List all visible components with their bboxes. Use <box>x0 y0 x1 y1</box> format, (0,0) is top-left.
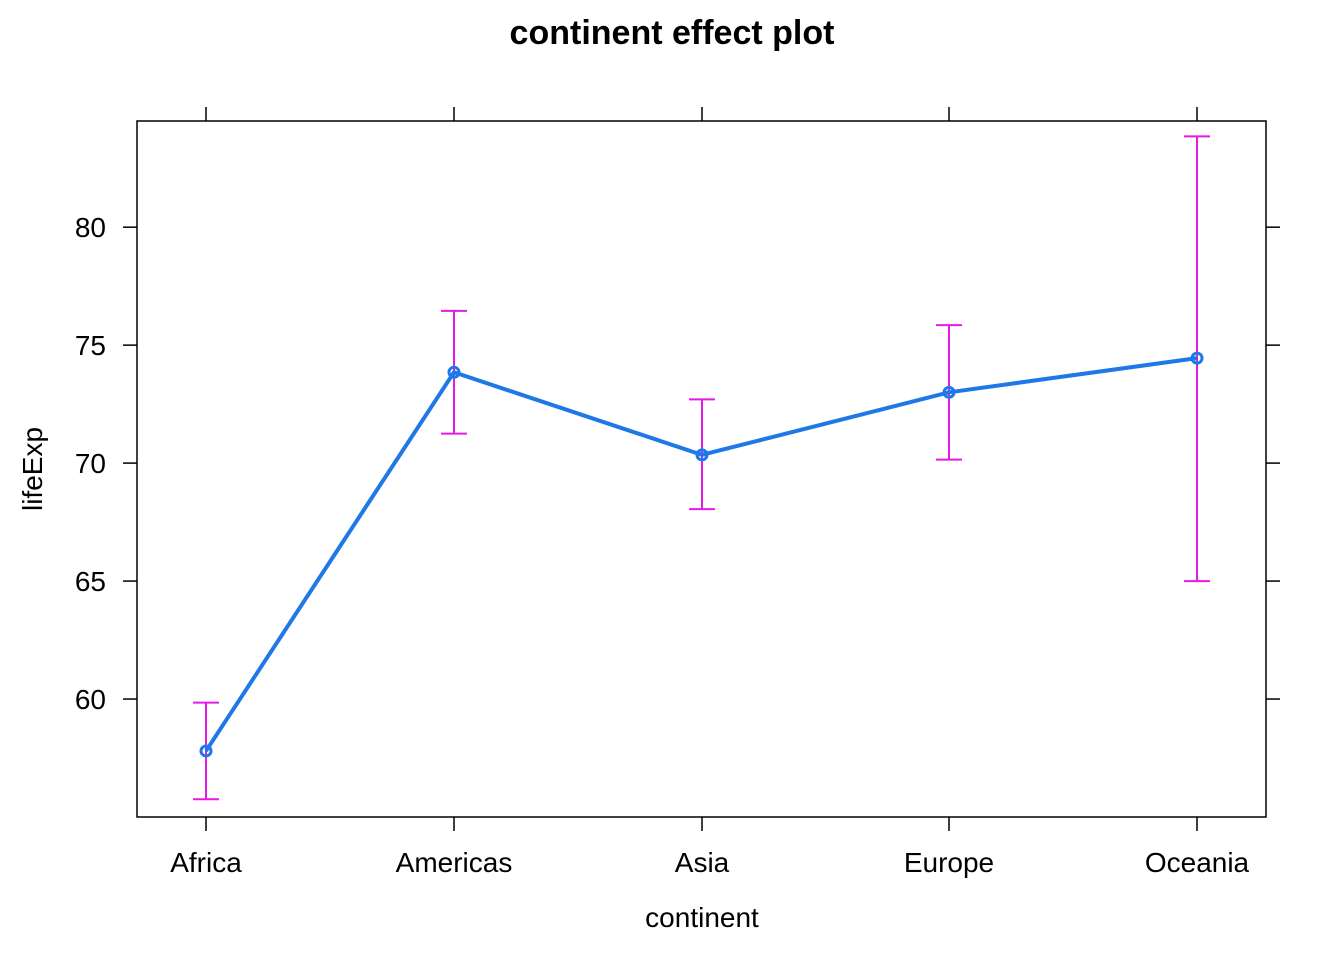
error-bars <box>193 135 1210 801</box>
y-tick-label: 60 <box>75 684 106 715</box>
series-line <box>204 356 1198 753</box>
y-tick-label: 65 <box>75 566 106 597</box>
chart-title: continent effect plot <box>510 14 835 52</box>
y-axis: 60 65 70 75 80 <box>75 212 1280 715</box>
x-tick-label: Africa <box>170 847 242 878</box>
x-tick-label: Americas <box>396 847 513 878</box>
series-line-group <box>204 356 1198 753</box>
data-point <box>942 385 956 399</box>
data-point <box>1190 351 1204 365</box>
x-axis: Africa Americas Asia Europe Oceania <box>170 107 1250 878</box>
data-point <box>199 744 213 758</box>
y-axis-label: lifeExp <box>17 427 48 511</box>
y-tick-label: 75 <box>75 330 106 361</box>
y-tick-label: 70 <box>75 448 106 479</box>
data-point <box>695 448 709 462</box>
x-tick-label: Asia <box>675 847 730 878</box>
x-tick-label: Europe <box>904 847 994 878</box>
x-tick-label: Oceania <box>1145 847 1250 878</box>
x-axis-label: continent <box>645 902 759 933</box>
data-points <box>199 351 1204 758</box>
y-tick-label: 80 <box>75 212 106 243</box>
data-point <box>447 365 461 379</box>
